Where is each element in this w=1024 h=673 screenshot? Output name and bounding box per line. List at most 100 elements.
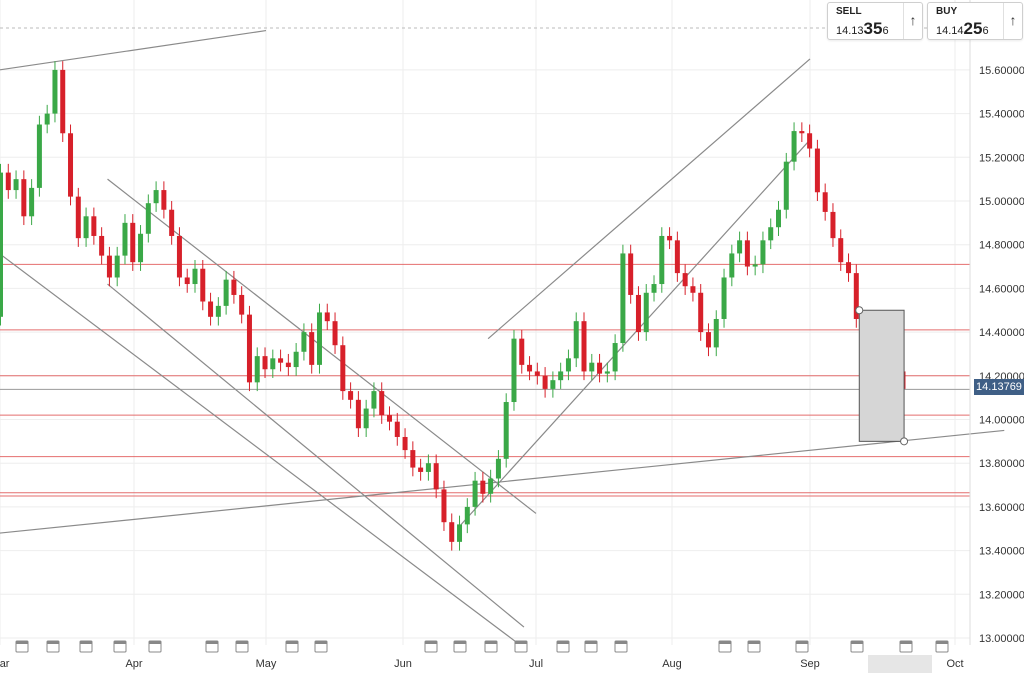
- candle: [122, 222, 128, 256]
- candle: [581, 321, 587, 372]
- calendar-icon-header: [114, 641, 126, 644]
- range-box[interactable]: [855, 306, 909, 446]
- calendar-icon-header: [900, 641, 912, 644]
- candle: [21, 179, 27, 217]
- trendline: [107, 283, 525, 628]
- y-tick-label: 15.00000: [979, 196, 1024, 208]
- calendar-icon-header: [796, 641, 808, 644]
- x-tick-label: Oct: [946, 658, 963, 670]
- calendar-event-icon: [556, 640, 570, 653]
- candle: [441, 489, 447, 523]
- candle: [690, 286, 696, 293]
- calendar-icon-header: [748, 641, 760, 644]
- y-tick-label: 13.00000: [979, 633, 1024, 645]
- candle: [651, 284, 657, 293]
- event-icons: [15, 640, 949, 653]
- calendar-event-icon: [453, 640, 467, 653]
- candle: [674, 240, 680, 274]
- candle: [387, 415, 392, 422]
- calendar-event-icon: [285, 640, 299, 653]
- calendar-event-icon: [314, 640, 328, 653]
- x-tick-label: Apr: [125, 658, 142, 670]
- candle: [91, 216, 97, 236]
- candle: [5, 172, 11, 191]
- candle: [527, 364, 533, 372]
- candle: [597, 362, 603, 374]
- candle: [278, 358, 284, 363]
- calendar-icon-header: [149, 641, 161, 644]
- x-range-highlight: [868, 655, 932, 673]
- candle: [425, 463, 431, 472]
- candle: [791, 131, 797, 162]
- y-tick-label: 14.80000: [979, 240, 1024, 252]
- candle: [36, 124, 42, 188]
- candle: [589, 362, 595, 372]
- x-axis: Mar Apr May Jun Jul Aug Sep Oct: [0, 655, 1024, 673]
- calendar-icon-header: [47, 641, 59, 644]
- y-tick-label: 13.20000: [979, 589, 1024, 601]
- candle: [254, 356, 260, 383]
- calendar-event-icon: [850, 640, 864, 653]
- last-price-tag: 14.13769: [974, 379, 1024, 395]
- calendar-icon-header: [80, 641, 92, 644]
- sell-quote[interactable]: SELL 14.13356 ↑: [827, 2, 923, 40]
- candle: [138, 233, 144, 263]
- y-tick-label: 14.00000: [979, 415, 1024, 427]
- candle: [153, 190, 159, 204]
- calendar-event-icon: [584, 640, 598, 653]
- candle: [161, 190, 167, 210]
- y-tick-label: 13.80000: [979, 458, 1024, 470]
- candle: [379, 391, 385, 416]
- calendar-event-icon: [484, 640, 498, 653]
- trendline: [0, 29, 267, 71]
- candle: [457, 524, 463, 542]
- candle: [231, 279, 237, 295]
- calendar-event-icon: [113, 640, 127, 653]
- candle: [667, 235, 673, 241]
- candle: [293, 351, 299, 368]
- candle: [705, 332, 711, 348]
- trendline: [460, 139, 811, 525]
- candle: [503, 402, 509, 459]
- candle: [75, 196, 81, 239]
- candle: [846, 262, 852, 274]
- calendar-event-icon: [205, 640, 219, 653]
- candle: [449, 522, 455, 542]
- y-tick-label: 13.60000: [979, 502, 1024, 514]
- range-handle: [900, 437, 909, 446]
- buy-quote[interactable]: BUY 14.14256 ↑: [927, 2, 1023, 40]
- y-tick-label: 15.40000: [979, 109, 1024, 121]
- candle: [620, 253, 626, 344]
- candle: [208, 301, 214, 317]
- candle: [394, 421, 400, 437]
- calendar-icon-header: [515, 641, 527, 644]
- calendar-event-icon: [795, 640, 809, 653]
- candle: [184, 277, 190, 285]
- candle: [495, 458, 501, 479]
- candle: [316, 312, 322, 365]
- candle: [200, 268, 206, 302]
- candle: [752, 264, 758, 267]
- candle: [340, 345, 346, 392]
- candle: [612, 343, 618, 372]
- candle: [348, 391, 354, 400]
- candle: [519, 338, 525, 365]
- calendar-icon-header: [485, 641, 497, 644]
- candle: [29, 187, 35, 217]
- candle: [472, 480, 478, 507]
- horizontal-levels: [0, 263, 970, 497]
- candle: [643, 292, 649, 333]
- x-tick-label: Sep: [800, 658, 820, 670]
- calendar-icon-header: [236, 641, 248, 644]
- candle: [60, 69, 66, 134]
- candle: [635, 294, 641, 333]
- trendline: [0, 253, 520, 646]
- x-tick-label: Mar: [0, 658, 10, 670]
- candle: [464, 506, 470, 525]
- candle: [169, 209, 175, 236]
- candle: [285, 362, 291, 368]
- trendlines[interactable]: [0, 29, 1005, 646]
- x-tick-label: May: [256, 658, 277, 670]
- trendline: [0, 429, 1005, 534]
